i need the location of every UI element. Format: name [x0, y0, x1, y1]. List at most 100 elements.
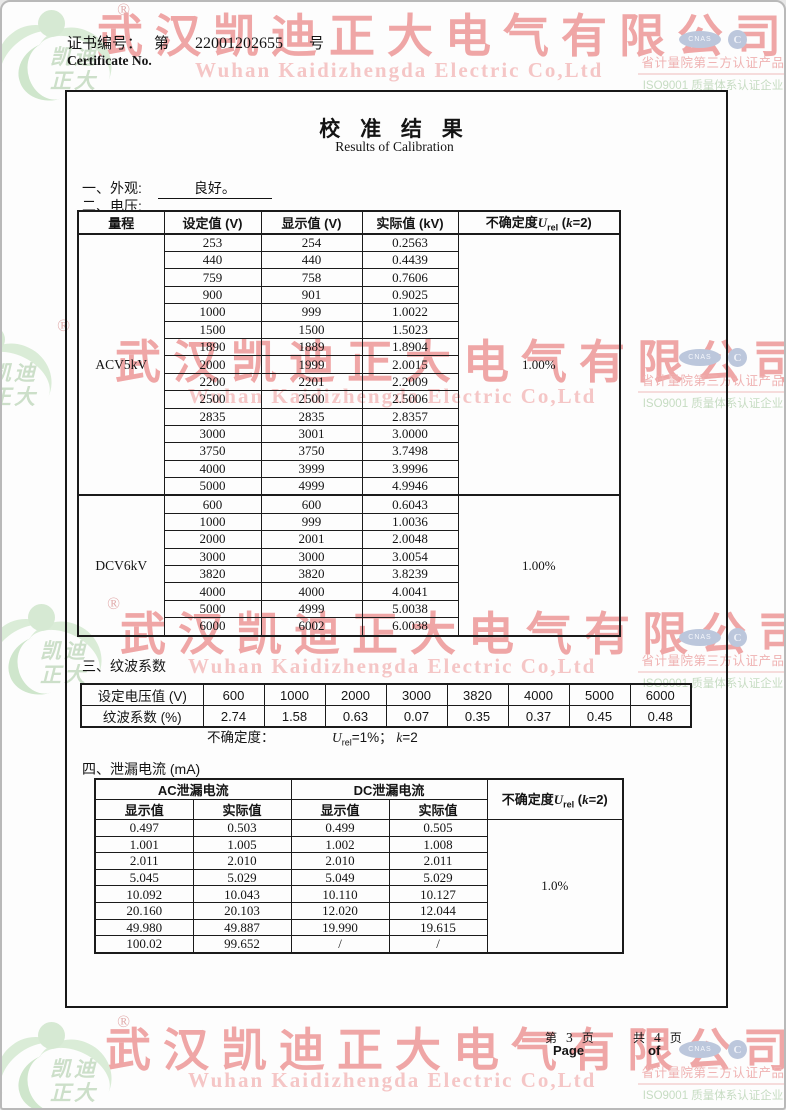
value-cell: 2.010: [290, 852, 390, 870]
ripple-voltage-row: 设定电压值 (V) 600 1000 2000 3000 3820 4000 5000 6000: [80, 683, 692, 706]
value-cell: 99.652: [192, 935, 292, 954]
section-appearance: 一、外观: 良好。: [82, 178, 272, 199]
page-title: 校 准 结 果: [319, 118, 470, 141]
logo-text-line1: 凯迪: [50, 1058, 98, 1081]
value-cell: 4000: [163, 459, 262, 479]
voltage-table-row: 1500 1500 1.5023: [78, 320, 620, 339]
value-cell: 3820: [446, 683, 509, 706]
value-cell: 2500: [163, 390, 262, 409]
value-cell: 10.092: [94, 885, 194, 903]
logo-stroke: [10, 1044, 94, 1108]
value-cell: 10.110: [290, 885, 390, 903]
voltage-table-row: 900 901 0.9025: [78, 285, 620, 305]
logo-stroke: [2, 330, 65, 431]
col-range-header: 量程: [77, 210, 165, 235]
ripple-section-label: 三、纹波系数: [82, 658, 166, 674]
leakage-table-row: 10.092 10.043 10.110 10.127: [94, 885, 623, 903]
value-cell: 6000: [163, 617, 262, 637]
value-cell: 3.9996: [361, 459, 459, 479]
logo-head-icon: [38, 10, 65, 37]
cert-red-line: 省计量院第三方认证产品: [641, 56, 785, 70]
content-border-box: [65, 90, 728, 1008]
certificate-number-line: 证书编号： 第 22001202655 号: [67, 32, 324, 53]
value-cell: 6002: [260, 617, 363, 637]
appearance-label: 一、外观:: [82, 180, 142, 196]
value-cell: 999: [260, 303, 363, 322]
company-watermark-en: Wuhan Kaidizhengda Electric Co,Ltd: [188, 1068, 597, 1092]
value-cell: 3.0054: [361, 547, 459, 567]
value-cell: 1.5023: [361, 320, 459, 339]
value-cell: 758: [260, 268, 363, 287]
value-cell: 1.58: [263, 705, 326, 728]
value-cell: 3.0000: [361, 424, 459, 444]
value-cell: 3.8239: [361, 565, 459, 584]
value-cell: 2000: [163, 355, 262, 374]
registered-mark-icon: ®: [117, 1012, 130, 1031]
cert-no-prefix: 第: [154, 36, 170, 52]
value-cell: 5000: [163, 599, 262, 619]
value-cell: 3750: [260, 442, 363, 461]
value-cell: 1000: [263, 683, 326, 706]
value-cell: 1.8904: [361, 337, 459, 357]
uncertainty-cell: 1.00%: [457, 233, 621, 496]
value-cell: 900: [163, 285, 262, 305]
certificate-number: 22001202655: [195, 35, 284, 52]
value-cell: 3000: [163, 547, 262, 567]
cert-red-line: 省计量院第三方认证产品: [641, 1066, 785, 1080]
value-cell: 20.160: [94, 901, 194, 920]
value-cell: 0.505: [388, 819, 488, 837]
value-cell: 4000: [163, 582, 262, 601]
value-cell: 12.044: [388, 901, 488, 920]
value-cell: 3000: [260, 547, 363, 567]
ac-display-header: 显示值: [94, 799, 194, 820]
value-cell: 2500: [260, 390, 363, 409]
value-cell: 2000: [163, 530, 262, 549]
col-display-header: 显示值 (V): [260, 210, 363, 235]
logo-head-icon: [2, 326, 5, 353]
value-cell: 5000: [163, 477, 262, 496]
value-cell: 1500: [260, 320, 363, 339]
value-cell: 0.6043: [361, 494, 459, 514]
value-cell: 2201: [260, 372, 363, 392]
voltage-header-row: 量程 设定值 (V) 显示值 (V) 实际值 (kV) 不确定度Urel (k=…: [77, 210, 621, 235]
value-cell: 10.127: [388, 885, 488, 903]
value-cell: 0.503: [192, 819, 292, 837]
value-cell: 5.029: [192, 868, 292, 887]
value-cell: 1.001: [94, 835, 194, 854]
range-cell: DCV6kV: [77, 494, 165, 637]
logo-head-icon: [28, 604, 55, 631]
value-cell: 19.615: [388, 918, 488, 937]
value-cell: 4.0041: [361, 582, 459, 601]
leakage-section-label: 四、泄漏电流 (mA): [82, 761, 201, 777]
logo-text-line1: 凯迪: [2, 362, 38, 385]
value-cell: 2.5006: [361, 390, 459, 409]
voltage-table-row: DCV6kV 600 600 0.6043 1.00%: [77, 494, 621, 637]
ac-leakage-header: AC泄漏电流: [94, 778, 292, 800]
voltage-table: 量程 设定值 (V) 显示值 (V) 实际值 (kV) 不确定度Urel (k=…: [77, 210, 621, 637]
value-cell: 999: [260, 512, 363, 532]
value-cell: 2.74: [202, 705, 265, 728]
value-cell: 0.7606: [361, 268, 459, 287]
voltage-table-row: 2000 2001 2.0048: [78, 530, 620, 549]
logo-stroke: [2, 1022, 84, 1108]
cnas-logo-icon: CNAS: [679, 1041, 721, 1058]
value-cell: 253: [163, 233, 262, 252]
voltage-table-body: ACV5kV 253 254 0.2563 1.00% 440 440 0.4439 759 75…: [77, 233, 621, 637]
ripple-table-body: 设定电压值 (V) 600 1000 2000 3000 3820 4000 5000 6000…: [80, 683, 692, 728]
value-cell: 2200: [163, 372, 262, 392]
value-cell: 5000: [568, 683, 631, 706]
value-cell: 0.497: [94, 819, 194, 837]
value-cell: 3820: [260, 565, 363, 584]
value-cell: 2.8357: [361, 407, 459, 426]
value-cell: 2000: [324, 683, 387, 706]
col-uncertainty-header: 不确定度Urel (k=2): [457, 210, 621, 235]
voltage-table-row: 2200 2201 2.2009: [78, 372, 620, 392]
certification-marks: CNAS C 省计量院第三方认证产品 ISO9001 质量体系认证企业: [638, 30, 785, 93]
voltage-table-row: 5000 4999 4.9946: [78, 477, 620, 496]
leakage-table-body: 0.497 0.503 0.499 0.505 1.0% 1.001 1.005 1.002 1…: [94, 818, 624, 954]
value-cell: 1500: [163, 320, 262, 339]
leakage-table-row: 5.045 5.029 5.049 5.029: [94, 868, 623, 887]
col-actual-header: 实际值 (kV): [361, 210, 459, 235]
